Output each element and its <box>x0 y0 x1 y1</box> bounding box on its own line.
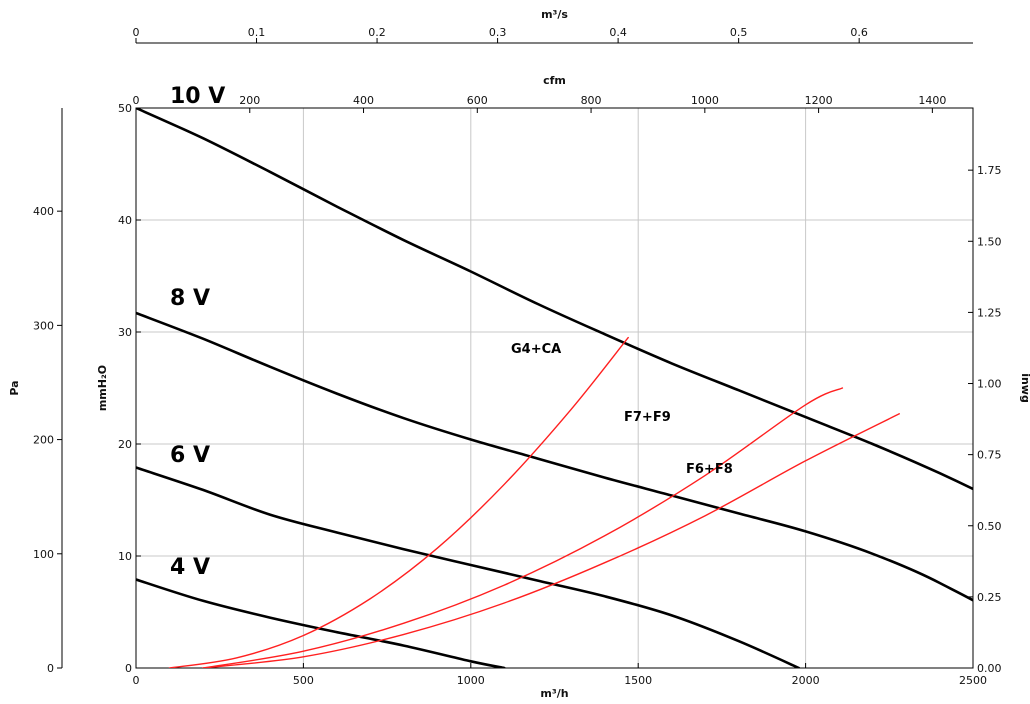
inwg-tick-label: 0.75 <box>977 449 1002 462</box>
series-line-4-v <box>136 578 506 668</box>
series-line-f6-f8 <box>202 413 900 668</box>
series-line-6-v <box>136 466 801 668</box>
ms-tick-label: 0.6 <box>850 26 868 39</box>
speed-label: 10 V <box>170 84 225 109</box>
x-tick-label: 2000 <box>792 674 820 687</box>
cfm-tick-label: 0 <box>133 94 140 107</box>
cfm-tick-label: 1000 <box>691 94 719 107</box>
series-line-f7-f9 <box>202 387 844 668</box>
ms-tick-label: 0.5 <box>730 26 748 39</box>
ms-tick-label: 0.4 <box>609 26 627 39</box>
ms-tick-label: 0.2 <box>368 26 386 39</box>
pa-tick-label: 100 <box>33 548 54 561</box>
y-tick-label: 40 <box>118 214 132 227</box>
ms-tick-label: 0.3 <box>489 26 507 39</box>
curves <box>136 108 973 668</box>
x-tick-label: 500 <box>293 674 314 687</box>
ms-tick-label: 0.1 <box>248 26 266 39</box>
speed-label: 6 V <box>170 443 210 468</box>
x-tick-label: 0 <box>133 674 140 687</box>
axes: 0 500 1000 1500 2000 2500m³/h01020304050mmH₂O… <box>8 8 1030 700</box>
inwg-tick-label: 0.50 <box>977 520 1002 533</box>
pa-tick-label: 400 <box>33 205 54 218</box>
ms-axis-label: m³/s <box>541 8 568 21</box>
x-tick-label: 1000 <box>457 674 485 687</box>
x-tick-label: 2500 <box>959 674 987 687</box>
inwg-tick-label: 1.50 <box>977 235 1002 248</box>
y-tick-label: 0 <box>125 662 132 675</box>
x-axis-label: m³/h <box>540 687 568 700</box>
plot-frame <box>135 107 974 669</box>
pa-tick-label: 200 <box>33 434 54 447</box>
cfm-tick-label: 400 <box>353 94 374 107</box>
inwg-tick-label: 0.00 <box>977 662 1002 675</box>
inwg-tick-label: 1.25 <box>977 306 1002 319</box>
series-line-g4-ca <box>168 336 629 668</box>
y-tick-label: 50 <box>118 102 132 115</box>
speed-label: 4 V <box>170 555 210 580</box>
inwg-tick-label: 1.75 <box>977 164 1002 177</box>
cfm-axis-label: cfm <box>543 74 566 87</box>
cfm-tick-label: 800 <box>581 94 602 107</box>
filter-label: F7+F9 <box>624 410 671 425</box>
labels: 10 V 8 V 6 V 4 V G4+CA F7+F9 F6+F8 <box>170 84 733 580</box>
series-line-10-v <box>136 108 973 491</box>
inwg-axis-label: inwg <box>1019 373 1030 403</box>
pa-tick-label: 300 <box>33 319 54 332</box>
series-line-8-v <box>136 311 973 602</box>
inwg-tick-label: 1.00 <box>977 378 1002 391</box>
inwg-tick-label: 0.25 <box>977 591 1002 604</box>
filter-label: G4+CA <box>511 342 561 357</box>
filter-label: F6+F8 <box>686 462 733 477</box>
cfm-tick-label: 1400 <box>918 94 946 107</box>
cfm-tick-label: 200 <box>239 94 260 107</box>
y-axis-label: mmH₂O <box>96 365 109 411</box>
y-tick-label: 30 <box>118 326 132 339</box>
pa-tick-label: 0 <box>47 662 54 675</box>
ms-tick-label: 0 <box>133 26 140 39</box>
x-tick-label: 1500 <box>624 674 652 687</box>
y-tick-label: 20 <box>118 438 132 451</box>
speed-label: 8 V <box>170 286 210 311</box>
cfm-tick-label: 600 <box>467 94 488 107</box>
y-tick-label: 10 <box>118 550 132 563</box>
pa-axis-label: Pa <box>8 380 21 395</box>
cfm-tick-label: 1200 <box>805 94 833 107</box>
